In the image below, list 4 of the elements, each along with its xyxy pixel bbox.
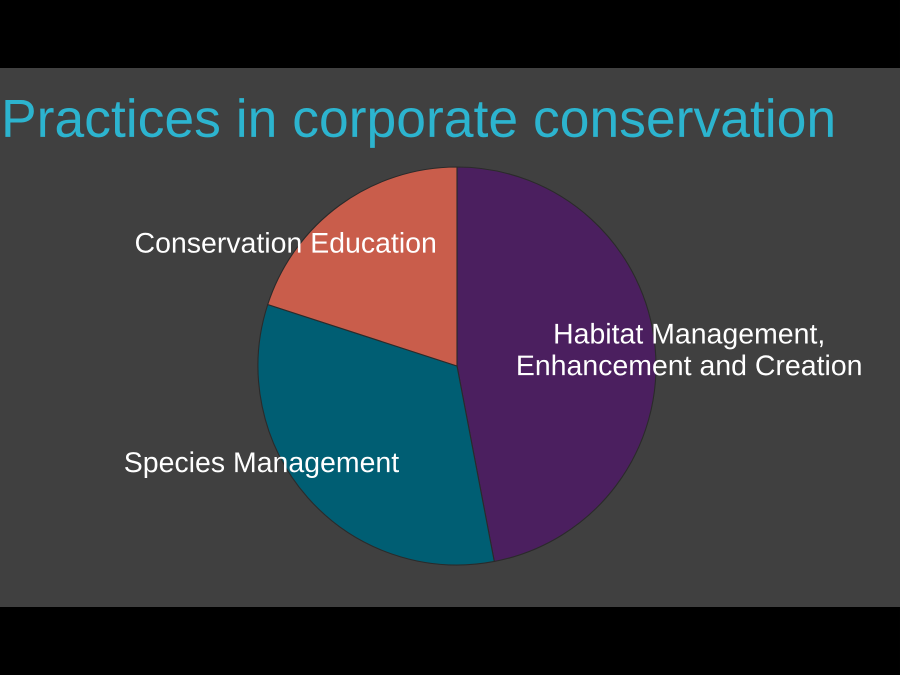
slice-label: Species Management [125,451,399,478]
chart-title: Practices in corporate conservation [5,98,833,148]
slice-label: Habitat Management, Enhancement and Creation [518,322,861,376]
slice-label: Conservation Education [136,232,436,253]
